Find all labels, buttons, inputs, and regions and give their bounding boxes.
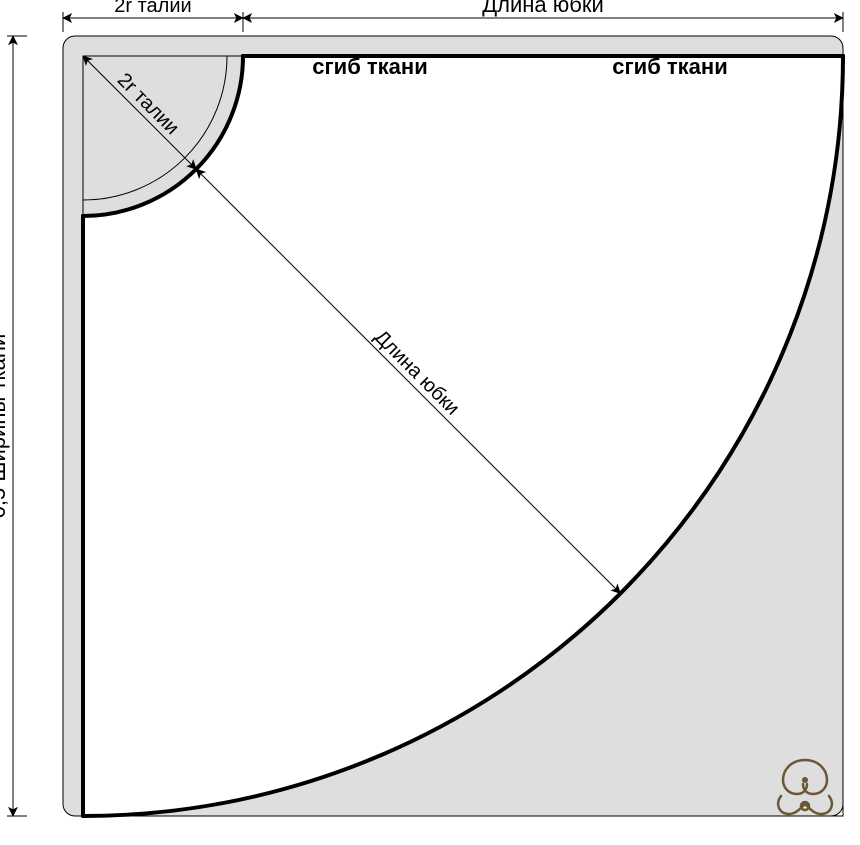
svg-text:сгиб ткани: сгиб ткани — [612, 54, 727, 79]
skirt-pattern-diagram: 2r талииДлина юбки0,5 Ширины ткани2r тал… — [0, 0, 860, 845]
svg-text:сгиб ткани: сгиб ткани — [312, 54, 427, 79]
svg-text:Длина юбки: Длина юбки — [482, 0, 604, 17]
svg-text:0,5 Ширины ткани: 0,5 Ширины ткани — [0, 334, 10, 519]
svg-text:2r талии: 2r талии — [114, 0, 191, 17]
